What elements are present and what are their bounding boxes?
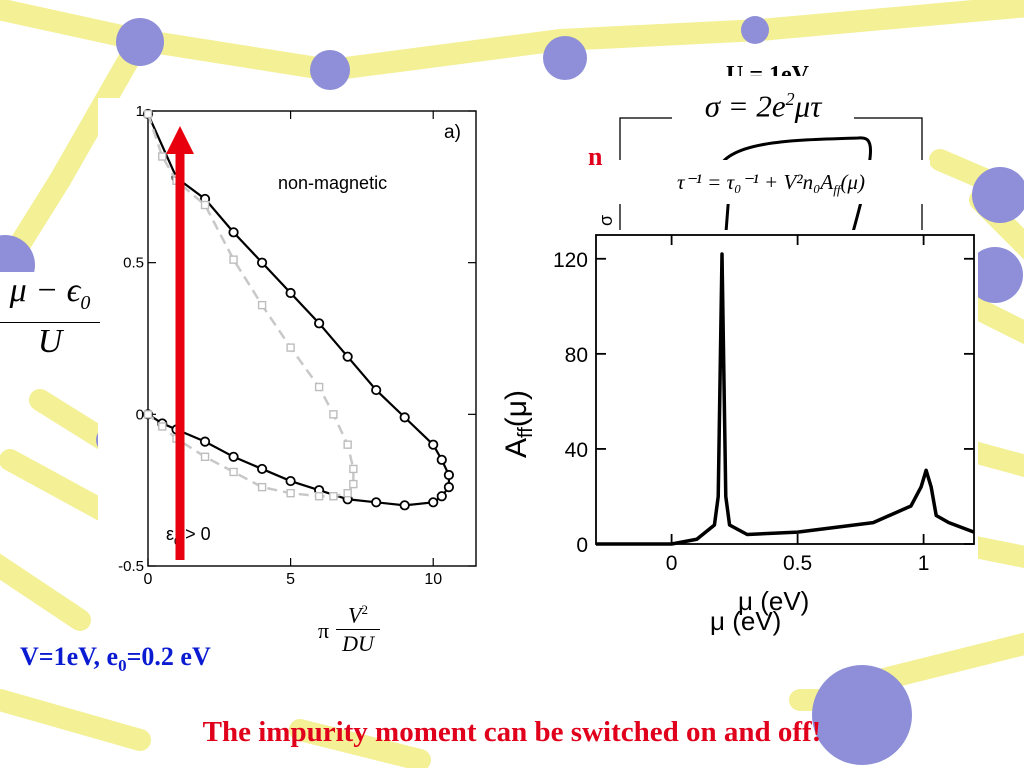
right-chart: 0 0.5 1 0 40 80 120 μ (eV) μ (eV) Aff(μ)	[500, 234, 975, 636]
sigma-formula: σ = 2e2μτ	[672, 76, 854, 123]
left-panel-label: a)	[444, 122, 461, 143]
y-label-denominator: U	[37, 322, 63, 360]
series-circle-marker	[256, 463, 268, 475]
series-square-marker	[229, 467, 238, 477]
series-circle-marker	[371, 497, 382, 508]
series-square-marker	[343, 440, 352, 449]
series-square-marker	[143, 410, 153, 419]
right-x-tick-label: 0.5	[783, 552, 812, 575]
series-square-marker	[329, 410, 338, 419]
series-square-marker	[349, 479, 358, 489]
left-y-tick-label: 1	[136, 103, 144, 120]
series-square-marker	[257, 300, 267, 310]
series-square-marker	[349, 464, 358, 474]
series-square-marker	[329, 492, 338, 501]
right-y-tick-label: 40	[565, 439, 588, 462]
series-circle-marker	[314, 318, 325, 329]
left-y-tick-label: -0.5	[118, 558, 144, 575]
series-circle-marker	[428, 497, 439, 508]
left-x-axis-label: π V2 DU	[318, 596, 388, 666]
right-x-tick-label: 0	[666, 552, 678, 575]
series-dashed-line	[146, 113, 355, 498]
series-square-marker	[286, 489, 295, 498]
right-plot-frame	[595, 234, 975, 545]
right-x-axis-ghost-label: μ (eV)	[710, 606, 781, 636]
series-circle-marker	[443, 482, 455, 493]
series-circle-marker	[256, 257, 268, 268]
right-y-tick-label: 120	[553, 249, 588, 272]
series-circle-marker	[399, 412, 410, 423]
left-y-tick-label: 0	[136, 406, 144, 423]
series-circle-marker	[399, 500, 410, 511]
partial-red-text: n	[588, 142, 603, 171]
right-y-tick-label: 80	[565, 344, 588, 367]
series-circle-marker	[342, 351, 353, 362]
x-label-fraction: V2 DU	[336, 596, 380, 658]
series-square-marker	[343, 489, 352, 498]
y-label-numerator: μ − ϵ0	[0, 272, 100, 323]
left-x-tick-label: 10	[424, 571, 442, 588]
left-x-tick-label: 5	[286, 571, 295, 588]
partial-sigma-label: σ	[598, 215, 616, 226]
series-square-marker	[158, 152, 167, 161]
right-series-layer	[596, 252, 975, 546]
conclusion-note: The impurity moment can be switched on a…	[202, 716, 822, 748]
series-circle-marker	[228, 227, 239, 238]
right-axis-ticks: 0 0.5 1 0 40 80 120	[553, 235, 974, 575]
eps-label: ε0 > 0	[166, 524, 211, 548]
series-circle-marker	[285, 475, 296, 487]
non-magnetic-label: non-magnetic	[278, 173, 387, 193]
aff-spectral-line	[596, 252, 975, 546]
left-y-tick-label: 0.5	[123, 255, 144, 272]
series-square-marker	[143, 109, 153, 119]
series-circle-marker	[428, 439, 439, 450]
series-square-marker	[286, 343, 295, 352]
series-circle-marker	[371, 384, 382, 396]
series-square-marker	[314, 382, 324, 392]
series-circle-marker	[228, 451, 239, 462]
series-circle-marker	[436, 491, 447, 502]
tau-formula: τ⁻¹ = τ₀⁻¹ + V²n₀Aff(μ)	[612, 160, 930, 204]
series-square-marker	[257, 482, 267, 492]
series-square-marker	[314, 492, 324, 501]
left-plot-frame	[147, 110, 477, 567]
right-y-axis-label: Aff(μ)	[500, 390, 537, 458]
series-square-marker	[200, 200, 210, 210]
series-circle-marker	[199, 436, 211, 447]
right-x-axis-label: μ (eV)	[738, 586, 809, 616]
right-y-tick-label: 0	[576, 534, 588, 557]
left-series-layer	[142, 108, 455, 511]
x-label-pi: π	[318, 618, 330, 643]
red-arrow	[166, 126, 194, 560]
parameter-note: V=1eV, e0=0.2 eV	[20, 642, 211, 676]
series-circle-marker	[443, 469, 455, 481]
series-circle-marker	[285, 287, 296, 299]
right-x-tick-label: 1	[918, 552, 930, 575]
left-x-tick-label: 0	[144, 571, 153, 588]
series-square-marker	[158, 422, 167, 431]
series-circle-marker	[436, 454, 447, 465]
series-square-marker	[229, 255, 238, 264]
left-y-axis-label: μ − ϵ0 U	[0, 272, 100, 362]
right-chart-panel	[486, 230, 978, 642]
series-square-marker	[200, 452, 210, 461]
